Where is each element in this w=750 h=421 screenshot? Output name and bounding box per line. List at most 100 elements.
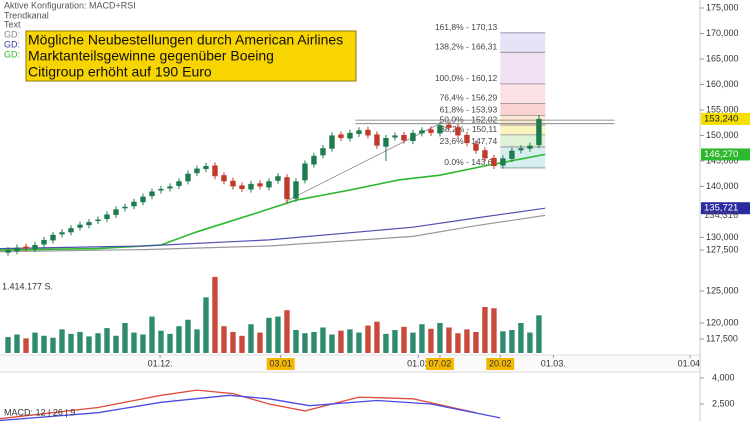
volume-bar	[455, 333, 461, 353]
volume-bar	[68, 333, 74, 353]
x-tick-label: 03.01	[269, 358, 292, 368]
x-tick-label: 07.02	[429, 358, 452, 368]
candle-body	[491, 157, 497, 167]
volume-bar	[284, 310, 290, 353]
candle-body	[176, 181, 182, 186]
macd-panel	[0, 389, 501, 421]
volume-bar	[419, 324, 425, 353]
macd-label: MACD: 12 | 26 | 9	[4, 407, 75, 417]
candle-body	[194, 168, 200, 174]
volume-panel	[5, 276, 542, 353]
volume-bar	[446, 327, 452, 353]
candle-body	[392, 135, 398, 138]
volume-bar	[158, 330, 164, 353]
candle-body	[23, 246, 29, 249]
volume-bar	[77, 331, 83, 353]
candle-body	[167, 186, 173, 189]
volume-bar	[131, 332, 137, 353]
candle-body	[50, 234, 56, 241]
candle-body	[14, 247, 20, 252]
candle-body	[527, 145, 533, 149]
legend-entry: GD:	[4, 39, 20, 49]
value-tag-label: 153,240	[704, 113, 738, 124]
volume-bar	[149, 316, 155, 353]
candle-body	[428, 129, 434, 133]
candle-body	[68, 228, 74, 233]
moving-average	[0, 207, 546, 250]
volume-bar	[167, 333, 173, 353]
legend-entry: GD:	[4, 49, 20, 59]
value-tag	[701, 148, 750, 161]
candle-body	[131, 201, 137, 207]
macd-line	[0, 389, 477, 420]
volume-bar	[509, 330, 515, 353]
volume-bar	[464, 329, 470, 353]
volume-bar	[410, 332, 416, 353]
y-tick-label: 175,000	[706, 2, 739, 12]
x-tick-label: 20.02	[489, 358, 512, 368]
volume-bar	[104, 328, 110, 353]
candle-body	[347, 132, 353, 139]
volume-bar	[473, 331, 479, 353]
y-tick-label: 117,500	[706, 333, 738, 343]
fib-band	[500, 83, 546, 104]
y-tick-label: 130,000	[706, 232, 739, 242]
candle-body	[149, 191, 155, 197]
volume-bar	[86, 336, 92, 353]
candle-body	[518, 148, 524, 151]
x-tick-label: 01.12.	[148, 358, 173, 368]
candle-body	[329, 135, 335, 149]
y-tick-label: 155,000	[706, 104, 739, 114]
fib-label: 61,8% - 153,93	[440, 105, 498, 115]
volume-bar	[311, 331, 317, 353]
volume-bar	[365, 325, 371, 353]
candle-body	[365, 129, 371, 136]
volume-bar	[248, 324, 254, 353]
value-tag-label: 135,721	[704, 203, 738, 214]
candle-body	[320, 148, 326, 156]
volume-bar	[356, 332, 362, 353]
candle-body	[302, 163, 308, 181]
y-tick-label: 165,000	[706, 53, 739, 63]
candle-body	[32, 245, 38, 250]
volume-bar	[347, 329, 353, 353]
moving-average	[0, 153, 546, 251]
candle-body	[185, 173, 191, 182]
value-tag	[701, 202, 750, 215]
candle-body	[257, 183, 263, 187]
fib-label: 0.0% - 143,62	[444, 157, 497, 167]
volume-bar	[194, 329, 200, 353]
news-line: Marktanteilsgewinne gegenüber Boeing	[28, 48, 274, 64]
fib-label: 76,4% - 156,29	[440, 93, 498, 103]
fib-label: 100,0% - 160,12	[435, 73, 498, 83]
y-tick-label: 150,000	[706, 130, 739, 140]
volume-bar	[203, 297, 209, 353]
candle-body	[419, 130, 425, 134]
value-axis: 175,000 170,000 165,000 160,000 155,000 150,0…	[700, 2, 750, 408]
candle-body	[230, 180, 236, 187]
candle-body	[401, 134, 407, 141]
date-highlight	[425, 358, 454, 370]
volume-bar	[14, 334, 20, 353]
y-tick-label: 4,000	[712, 372, 735, 382]
volume-bar	[50, 337, 56, 353]
moving-average	[0, 214, 546, 253]
candle-body	[455, 127, 461, 136]
y-tick-label: 140,000	[706, 181, 739, 191]
candle-body	[5, 250, 11, 253]
volume-bar	[338, 330, 344, 353]
y-tick-label: 2,500	[712, 398, 735, 408]
candle-body	[239, 185, 245, 189]
indicator-label: Text	[4, 19, 21, 29]
candle-body	[77, 224, 83, 228]
y-tick-label: 120,000	[706, 317, 739, 327]
candle-body	[509, 150, 515, 159]
volume-bar	[122, 322, 128, 353]
volume-bar	[5, 337, 11, 353]
candle-body	[311, 155, 317, 165]
volume-bar	[482, 306, 488, 353]
volume-bar	[23, 338, 29, 353]
news-line: Citigroup erhöht auf 190 Euro	[28, 64, 212, 80]
volume-bar	[257, 332, 263, 353]
